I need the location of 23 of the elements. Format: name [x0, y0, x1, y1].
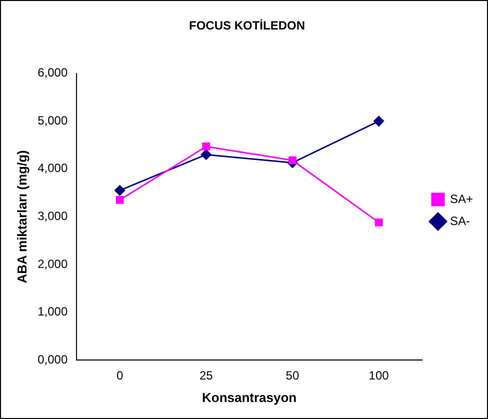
point	[116, 196, 124, 204]
y-tick-label: 2,000	[38, 256, 68, 271]
y-tick-label: 4,000	[38, 161, 68, 176]
point	[374, 116, 384, 126]
y-tick-label: 6,000	[38, 66, 68, 80]
x-tick-label: 50	[286, 368, 300, 383]
point	[114, 185, 126, 196]
point	[200, 149, 212, 160]
legend-label: SA+	[450, 192, 473, 206]
point	[374, 218, 383, 226]
y-axis-title: ABA miktarları (mg/g)	[14, 150, 30, 284]
x-tick-label: 0	[116, 368, 124, 383]
y-tick-label: 0,000	[38, 352, 68, 366]
point	[288, 156, 296, 164]
y-tick-label: 5,000	[38, 113, 68, 128]
point	[202, 142, 210, 150]
y-tick-label: 3,000	[38, 209, 68, 224]
y-tick-label: 1,000	[38, 304, 68, 319]
x-tick-label: 25	[199, 368, 214, 383]
x-tick-label: 100	[368, 368, 390, 383]
x-axis-title: Konsantrasyon	[202, 390, 297, 405]
chart-title: FOCUS KOTİLEDON	[189, 18, 305, 33]
legend-label: SA-	[450, 214, 470, 228]
